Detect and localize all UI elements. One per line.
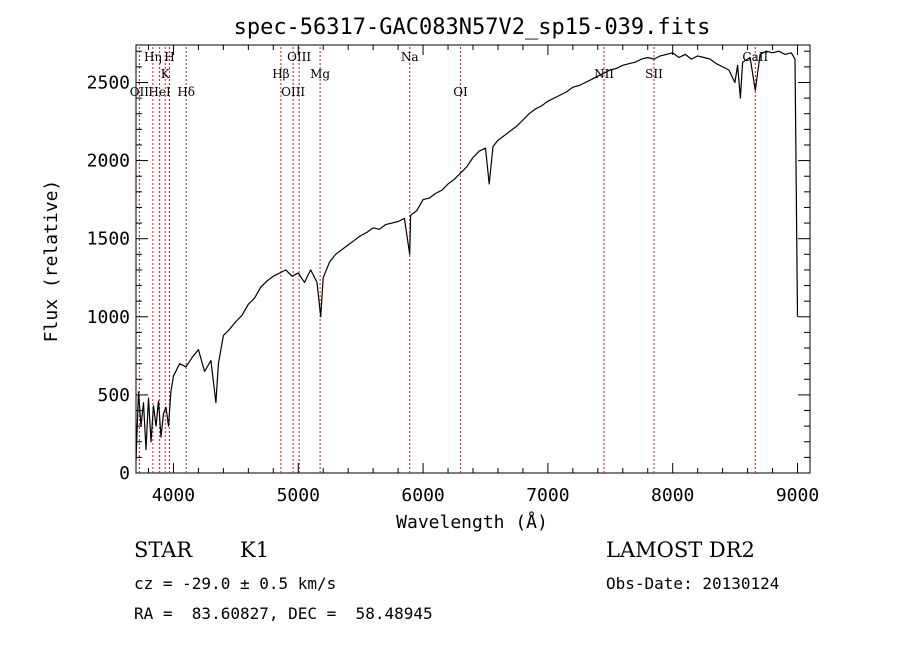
axis-layer: 4000 5000 6000 7000 8000 9000 0 500 1000 1500 2000… [87,45,819,506]
line-marker-label: Na [401,50,419,64]
y-tick-label: 1000 [87,307,130,328]
line-marker-label: H [164,50,174,64]
chart-title: spec-56317-GAC083N57V2_sp15-039.fits [234,15,711,40]
x-tick-label: 6000 [401,485,444,506]
object-type: STAR [134,538,193,562]
line-marker-label: K [161,67,171,81]
y-tick-label: 2000 [87,151,130,172]
line-marker-label: NII [594,67,614,81]
y-tick-label: 1500 [87,229,130,250]
x-tick-label: 9000 [776,485,819,506]
line-marker-label: SII [645,67,663,81]
line-marker-label: Mg [310,67,330,81]
line-marker-label: OIII [287,50,311,64]
line-marker-label: Hβ [272,67,289,81]
x-tick-label: 4000 [152,485,195,506]
line-marker-label: Hη [144,50,162,64]
y-axis-label: Flux (relative) [41,180,62,343]
y-tick-label: 2500 [87,72,130,93]
line-marker-label: Hδ [177,85,195,99]
x-tick-label: 8000 [651,485,694,506]
x-tick-label: 5000 [277,485,320,506]
line-marker-label: OIII [281,85,305,99]
y-tick-label: 0 [119,463,130,484]
series-layer [135,50,799,461]
x-axis-label: Wavelength (Å) [396,511,548,533]
object-subclass: K1 [240,538,270,562]
redshift-cz: cz = -29.0 ± 0.5 km/s [134,574,337,593]
survey-name: LAMOST DR2 [606,538,755,562]
x-tick-label: 7000 [526,485,569,506]
plot-frame [135,44,811,474]
coordinates: RA = 83.60827, DEC = 58.48945 [134,604,433,623]
line-marker-label: HeI [148,85,171,99]
spectrum-line [135,50,799,461]
line-marker-label: OII [130,85,150,99]
line-marker-label: OI [453,85,468,99]
y-tick-label: 500 [97,385,130,406]
observation-date: Obs-Date: 20130124 [606,574,780,593]
